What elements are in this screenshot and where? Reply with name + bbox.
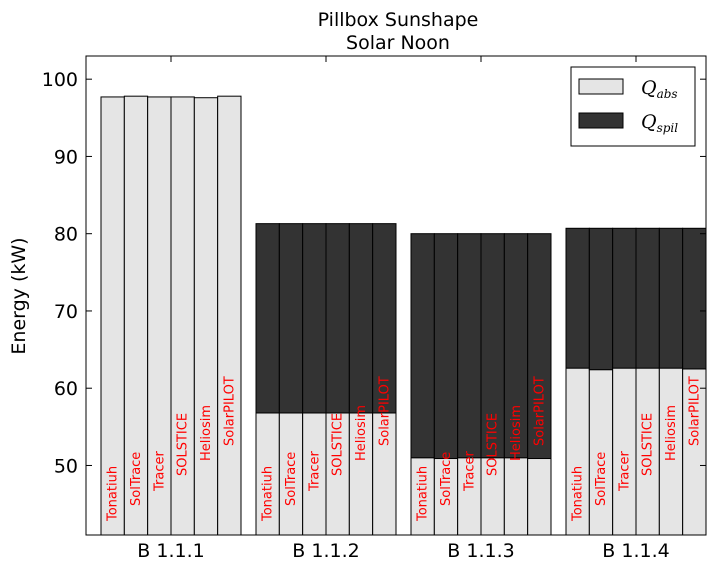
bar-spil-3-5 (682, 227, 707, 370)
bar-spil-3-0 (565, 227, 590, 369)
bar-label-0-2: Tracer (152, 451, 167, 492)
bar-spil-3-3 (635, 227, 660, 369)
bar-label-1-2: Tracer (307, 451, 322, 492)
bar-label-3-4: Heliosim (664, 405, 679, 461)
bar-spil-2-2 (457, 233, 482, 459)
bar-spil-3-2 (612, 227, 637, 369)
bar-label-3-1: SolTrace (594, 452, 609, 506)
bar-label-1-1: SolTrace (284, 452, 299, 506)
bar-abs-2-4 (503, 457, 529, 536)
y-tick-label-4: 90 (54, 146, 78, 168)
bar-label-1-3: SOLSTICE (331, 413, 346, 476)
bar-label-1-4: Heliosim (354, 405, 369, 461)
chart-title: Pillbox Sunshape (318, 9, 479, 31)
bar-spil-1-3 (325, 223, 350, 414)
y-tick-label-0: 50 (54, 455, 78, 477)
x-tick-label-1: B 1.1.2 (292, 540, 359, 562)
y-tick-label-5: 100 (42, 69, 78, 91)
bar-spil-2-0 (410, 233, 435, 459)
legend-label-main-0: Q (641, 77, 657, 99)
y-tick-label-3: 80 (54, 224, 78, 246)
bar-abs-0-4 (193, 97, 219, 536)
legend-label-sub-1: spil (657, 121, 679, 135)
bar-label-1-5: SolarPILOT (377, 376, 392, 446)
bar-abs-2-5 (527, 458, 552, 536)
bar-label-3-5: SolarPILOT (687, 376, 702, 446)
bar-spil-1-4 (348, 223, 374, 414)
x-tick-label-2: B 1.1.3 (447, 540, 514, 562)
bar-spil-1-0 (255, 223, 280, 414)
bar-spil-2-1 (433, 233, 459, 460)
bar-spil-1-5 (372, 223, 397, 414)
x-tick-label-3: B 1.1.4 (602, 540, 669, 562)
bar-label-2-2: Tracer (462, 451, 477, 492)
bar-label-2-3: SOLSTICE (486, 413, 501, 476)
chart-subtitle: Solar Noon (346, 32, 450, 54)
bar-label-2-0: Tonatiuh (416, 466, 431, 522)
plot-frame (85, 55, 707, 536)
legend-label-1: Qspil (641, 111, 678, 135)
bar-label-0-0: Tonatiuh (106, 466, 121, 522)
bar-spil-1-2 (302, 223, 327, 414)
bar-label-2-5: SolarPILOT (532, 376, 547, 446)
bar-spil-3-4 (658, 227, 684, 369)
bar-spil-2-5 (527, 233, 552, 460)
y-axis-label: Energy (kW) (8, 237, 30, 354)
legend-swatch-0 (578, 78, 624, 95)
bar-label-0-4: Heliosim (199, 405, 214, 461)
legend-label-main-1: Q (641, 111, 657, 133)
bar-labels-group: Tonatiuh SolTrace Tracer SOLSTICE Heliosim So… (106, 376, 703, 522)
bar-spil-3-1 (588, 227, 614, 371)
x-tick-label-0: B 1.1.1 (137, 540, 204, 562)
y-tick-label-1: 60 (54, 378, 78, 400)
bar-label-2-4: Heliosim (509, 405, 524, 461)
bar-label-2-1: SolTrace (439, 452, 454, 506)
bar-abs-0-5 (217, 95, 242, 536)
bar-label-3-0: Tonatiuh (571, 466, 586, 522)
bar-spil-1-1 (278, 223, 304, 414)
bar-label-0-1: SolTrace (129, 452, 144, 506)
bar-label-3-3: SOLSTICE (641, 413, 656, 476)
y-tick-label-2: 70 (54, 301, 78, 323)
bar-label-3-2: Tracer (617, 451, 632, 492)
legend-swatch-1 (578, 112, 624, 129)
bar-label-1-0: Tonatiuh (261, 466, 276, 522)
bars-group (100, 95, 707, 536)
legend-label-sub-0: abs (657, 87, 678, 101)
bar-label-0-5: SolarPILOT (222, 376, 237, 446)
legend-label-0: Qabs (641, 77, 678, 101)
bar-label-0-3: SOLSTICE (176, 413, 191, 476)
axes-group: 50 60 70 80 90 100 B 1.1.1 B 1.1.2 B 1.1.3 B 1.1.… (42, 55, 707, 562)
